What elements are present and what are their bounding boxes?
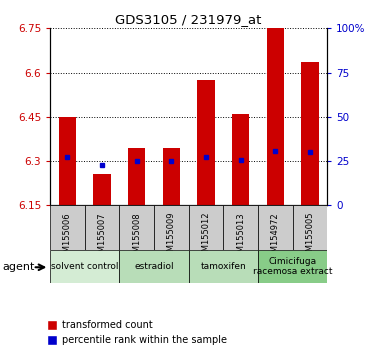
Bar [301, 62, 318, 205]
Bar [128, 148, 145, 205]
Bar [85, 205, 119, 250]
Text: GSM155007: GSM155007 [97, 212, 107, 263]
Bar [189, 205, 223, 250]
Bar [119, 250, 189, 283]
Bar [223, 205, 258, 250]
Bar [258, 250, 327, 283]
Text: estradiol: estradiol [134, 262, 174, 271]
Bar [293, 205, 327, 250]
Text: GSM155006: GSM155006 [63, 212, 72, 263]
Bar [59, 117, 76, 205]
Text: GSM155009: GSM155009 [167, 212, 176, 262]
Legend: transformed count, percentile rank within the sample: transformed count, percentile rank withi… [44, 316, 231, 349]
Bar [50, 250, 119, 283]
Text: agent: agent [2, 262, 34, 272]
Text: GSM155012: GSM155012 [201, 212, 211, 262]
Text: GSM155005: GSM155005 [305, 212, 315, 262]
Text: GSM155013: GSM155013 [236, 212, 245, 263]
Bar [93, 175, 111, 205]
Bar [154, 205, 189, 250]
Bar [119, 205, 154, 250]
Bar [197, 80, 215, 205]
Text: GSM155008: GSM155008 [132, 212, 141, 263]
Bar [50, 205, 85, 250]
Text: Cimicifuga
racemosa extract: Cimicifuga racemosa extract [253, 257, 332, 276]
Bar [232, 114, 249, 205]
Title: GDS3105 / 231979_at: GDS3105 / 231979_at [116, 13, 262, 26]
Bar [189, 250, 258, 283]
Bar [258, 205, 293, 250]
Bar [266, 28, 284, 205]
Bar [162, 148, 180, 205]
Text: GSM154972: GSM154972 [271, 212, 280, 263]
Text: solvent control: solvent control [51, 262, 119, 271]
Text: tamoxifen: tamoxifen [201, 262, 246, 271]
